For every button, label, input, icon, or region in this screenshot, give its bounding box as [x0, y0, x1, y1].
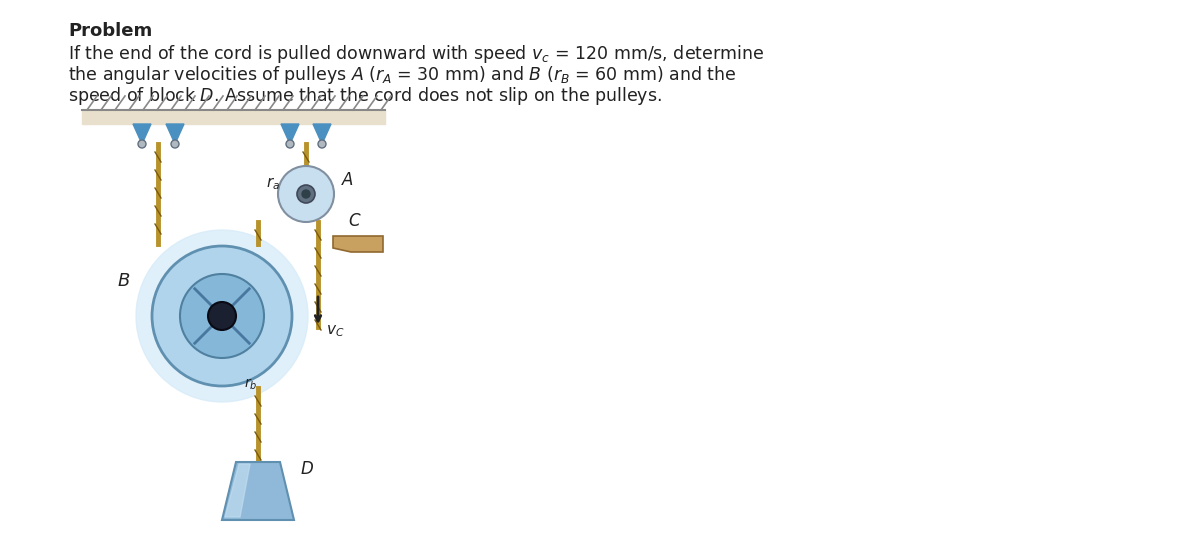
Polygon shape [166, 124, 184, 144]
Circle shape [180, 274, 264, 358]
Circle shape [302, 190, 310, 198]
Polygon shape [222, 462, 294, 520]
Text: If the end of the cord is pulled downward with speed $v_c$ = 120 mm/s, determine: If the end of the cord is pulled downwar… [68, 43, 764, 65]
Text: the angular velocities of pulleys $A$ ($r_A$ = 30 mm) and $B$ ($r_B$ = 60 mm) an: the angular velocities of pulleys $A$ ($… [68, 64, 737, 86]
Circle shape [172, 140, 179, 148]
Circle shape [286, 140, 294, 148]
Text: $v_C$: $v_C$ [326, 323, 344, 339]
Circle shape [278, 166, 334, 222]
Text: $A$: $A$ [341, 171, 354, 189]
Circle shape [136, 230, 308, 402]
Text: $r_b$: $r_b$ [244, 377, 258, 392]
Polygon shape [334, 236, 383, 252]
Text: $r_a$: $r_a$ [266, 176, 280, 192]
Text: speed of block $D$. Assume that the cord does not slip on the pulleys.: speed of block $D$. Assume that the cord… [68, 85, 662, 107]
Bar [82, 110, 385, 124]
Circle shape [298, 185, 314, 203]
Polygon shape [133, 124, 151, 144]
Polygon shape [281, 124, 299, 144]
Polygon shape [226, 464, 250, 517]
Text: $B$: $B$ [118, 272, 131, 290]
Text: $D$: $D$ [300, 460, 314, 478]
Circle shape [208, 302, 236, 330]
Text: $C$: $C$ [348, 212, 361, 230]
Text: Problem: Problem [68, 22, 152, 40]
Circle shape [318, 140, 326, 148]
Circle shape [138, 140, 146, 148]
Circle shape [152, 246, 292, 386]
Polygon shape [313, 124, 331, 144]
